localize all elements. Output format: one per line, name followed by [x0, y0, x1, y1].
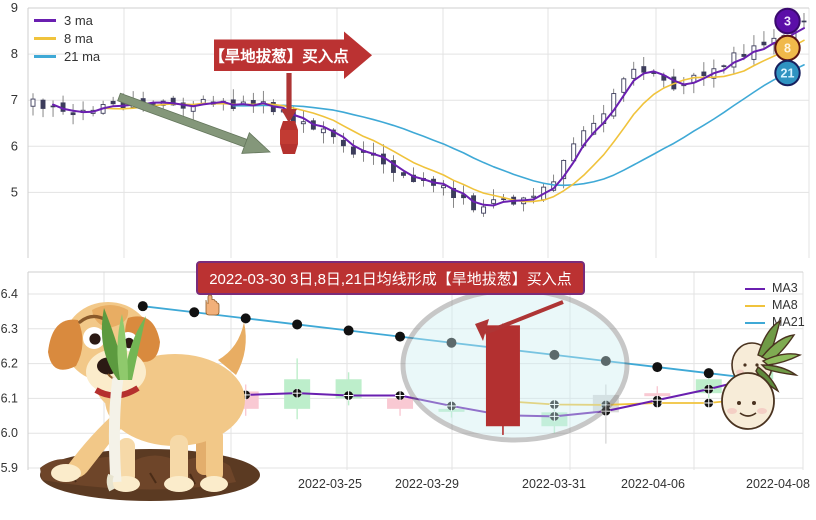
svg-text:2022-03-31: 2022-03-31: [522, 477, 586, 491]
svg-text:2022-04-06: 2022-04-06: [621, 477, 685, 491]
svg-text:7: 7: [11, 92, 18, 107]
svg-text:5: 5: [11, 184, 18, 199]
svg-text:2022-04-08: 2022-04-08: [746, 477, 810, 491]
svg-text:9: 9: [11, 0, 18, 15]
svg-text:2022-03-25: 2022-03-25: [298, 477, 362, 491]
svg-text:8: 8: [11, 46, 18, 61]
svg-text:2022-03-29: 2022-03-29: [395, 477, 459, 491]
svg-text:6: 6: [11, 138, 18, 153]
